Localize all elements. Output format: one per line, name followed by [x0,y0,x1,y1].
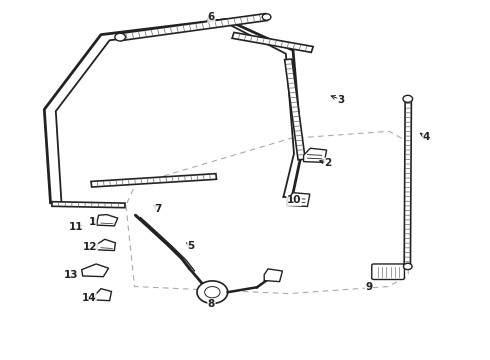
Polygon shape [119,14,268,41]
Text: 1: 1 [89,217,96,227]
Polygon shape [304,148,327,162]
Text: 3: 3 [338,95,344,104]
Circle shape [403,263,412,270]
Text: 8: 8 [208,299,215,309]
Polygon shape [97,215,118,226]
Text: 5: 5 [188,241,195,251]
Polygon shape [82,264,109,277]
Text: 10: 10 [287,195,301,206]
Polygon shape [285,59,305,160]
Text: 12: 12 [83,242,98,252]
Polygon shape [95,289,112,301]
Polygon shape [52,202,125,208]
Text: 14: 14 [82,293,96,303]
Text: 2: 2 [324,158,331,168]
Polygon shape [232,32,313,52]
Polygon shape [404,99,412,266]
Text: 13: 13 [64,270,78,280]
Circle shape [197,281,228,303]
Text: 4: 4 [423,132,430,142]
Circle shape [115,33,125,41]
Text: 6: 6 [208,12,215,22]
Circle shape [262,14,271,20]
Polygon shape [264,269,282,282]
Polygon shape [287,193,310,207]
Polygon shape [91,174,217,187]
FancyBboxPatch shape [372,264,404,279]
Text: 7: 7 [154,204,161,214]
Text: 9: 9 [366,282,372,292]
Circle shape [403,95,413,102]
Text: 11: 11 [69,221,83,231]
Polygon shape [97,239,115,251]
